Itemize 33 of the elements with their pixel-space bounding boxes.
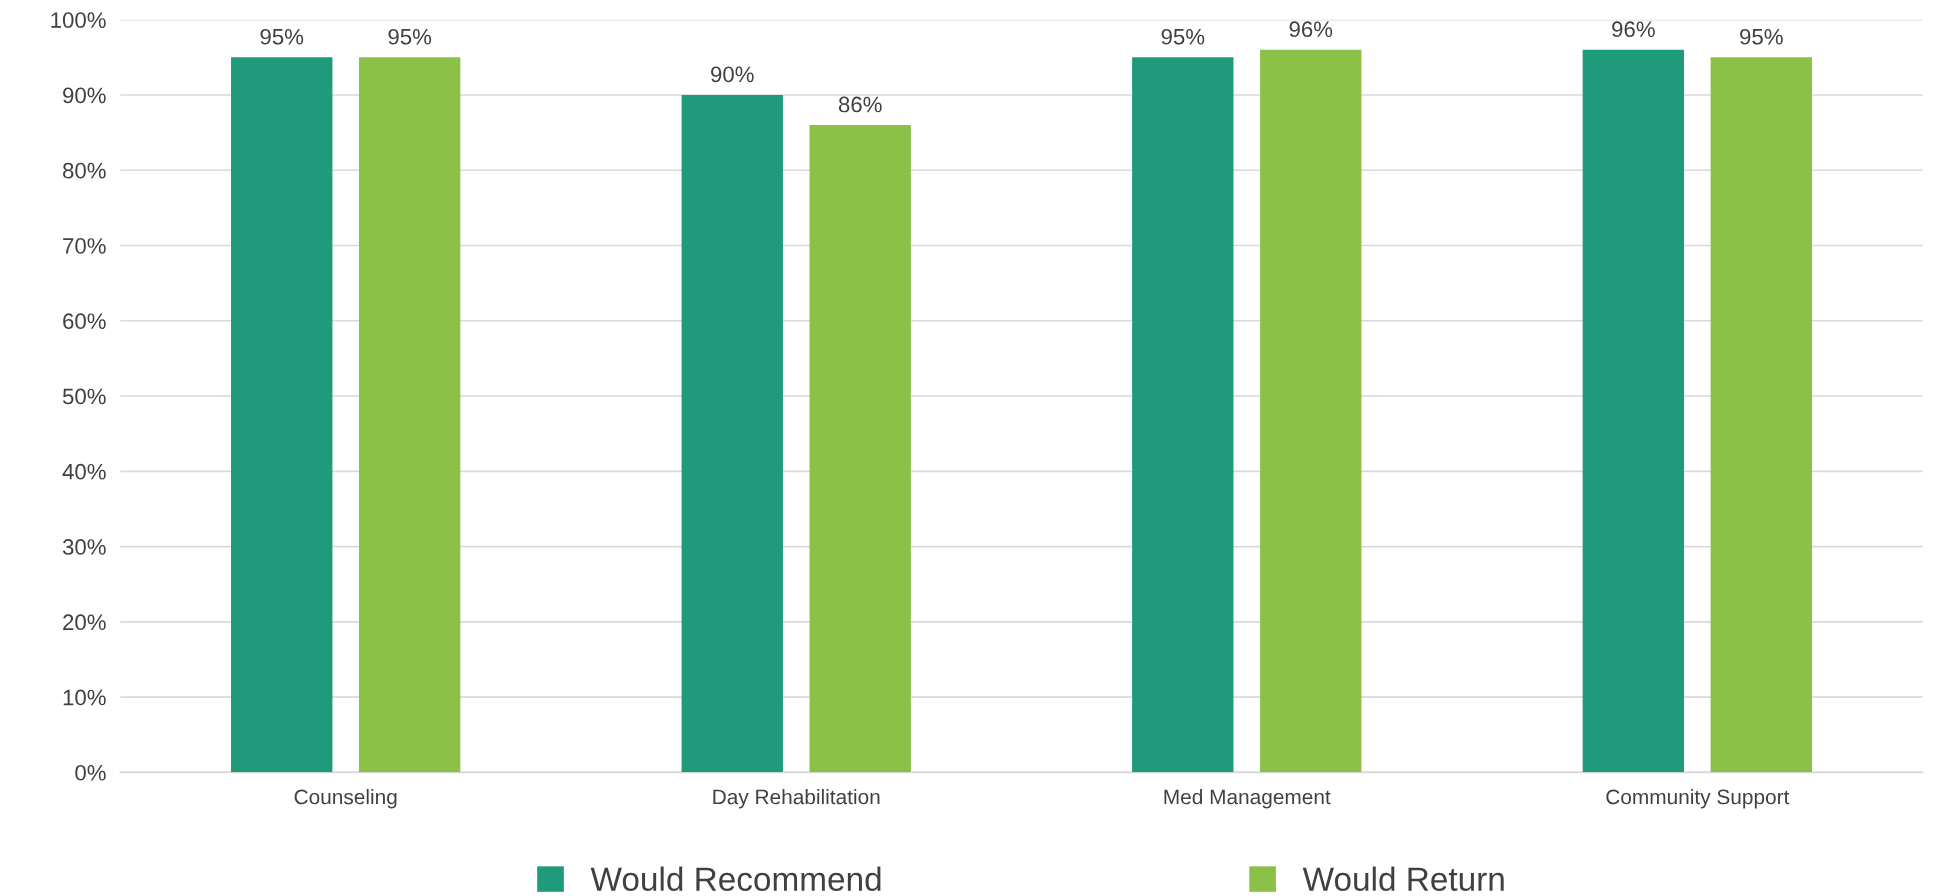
- y-tick-label: 90%: [63, 87, 106, 104]
- bar: [681, 94, 783, 773]
- legend-label: Would Recommend: [590, 866, 881, 891]
- x-tick-label: Day Rehabilitation: [713, 789, 880, 809]
- y-tick-label: 40%: [62, 463, 106, 480]
- legend-label: Would Return: [1302, 866, 1504, 891]
- data-label: 96%: [1289, 21, 1333, 38]
- y-tick-label: 30%: [62, 539, 106, 555]
- bar: [1582, 49, 1685, 773]
- y-tick-label: 20%: [63, 614, 106, 631]
- y-tick-label: 60%: [63, 313, 106, 330]
- bar: [809, 125, 911, 773]
- data-label: 95%: [260, 28, 304, 45]
- x-tick-label: Counseling: [294, 789, 397, 809]
- data-label: 95%: [1740, 28, 1783, 45]
- y-tick-label: 100%: [51, 12, 106, 28]
- bar: [231, 57, 333, 773]
- data-label: 95%: [1161, 28, 1205, 45]
- data-label: 90%: [711, 66, 754, 83]
- bar: [1710, 57, 1812, 773]
- bar: [1260, 49, 1362, 773]
- data-label: 95%: [388, 28, 432, 45]
- data-label: 86%: [838, 96, 882, 113]
- y-tick-label: 80%: [63, 162, 106, 179]
- data-label: 96%: [1612, 21, 1655, 38]
- y-tick-label: 10%: [63, 689, 106, 706]
- bar: [1132, 57, 1234, 773]
- y-tick-label: 50%: [62, 388, 106, 405]
- y-tick-label: 0%: [75, 764, 106, 781]
- x-tick-label: Med Management: [1164, 789, 1331, 809]
- y-tick-label: 70%: [63, 238, 106, 254]
- bar: [358, 57, 461, 773]
- x-tick-label: Community Support: [1606, 789, 1790, 809]
